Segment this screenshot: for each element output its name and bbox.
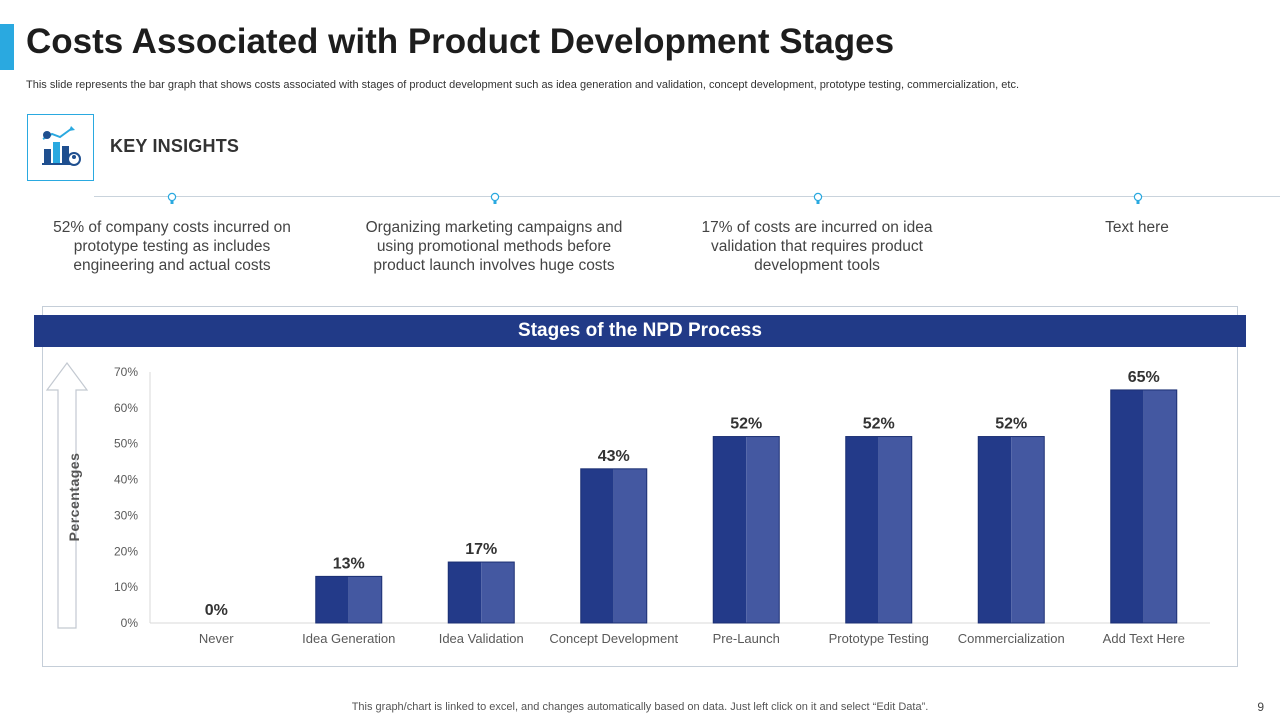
insight-text: Text here (1105, 219, 1169, 236)
x-tick-label: Never (199, 631, 234, 646)
bar (315, 575, 383, 624)
bar-left-face (580, 468, 614, 623)
title-accent-bar (0, 24, 14, 70)
y-tick-label: 70% (114, 365, 138, 379)
bar-right-face (1143, 389, 1177, 623)
lightbulb-icon (490, 192, 500, 204)
data-label: 52% (730, 416, 762, 433)
x-tick-label: Add Text Here (1103, 631, 1185, 646)
bar-outline (1110, 389, 1178, 624)
bar-left-face (845, 436, 879, 623)
y-tick-label: 20% (114, 544, 138, 558)
chart-title: Stages of the NPD Process (34, 315, 1246, 347)
x-tick-label: Commercialization (958, 631, 1065, 646)
page-subtitle: This slide represents the bar graph that… (26, 79, 1020, 91)
data-label: 13% (333, 555, 365, 572)
bar-right-face (878, 436, 912, 623)
bar-left-face (1110, 389, 1144, 623)
arrow-up-icon (45, 361, 89, 629)
bar (977, 436, 1045, 624)
bar (580, 468, 648, 624)
bar (1110, 389, 1178, 624)
chart-frame (42, 306, 1238, 667)
data-label: 0% (205, 602, 228, 619)
bar (845, 436, 913, 624)
insight-text: 52% of company costs incurred on prototy… (53, 219, 291, 274)
insight-text: Organizing marketing campaigns and using… (365, 219, 623, 274)
y-tick-label: 40% (114, 473, 138, 487)
page-number: 9 (1257, 700, 1264, 714)
data-label: 52% (995, 416, 1027, 433)
y-tick-label: 30% (114, 508, 138, 522)
bar-outline (977, 436, 1045, 624)
insights-title: KEY INSIGHTS (110, 136, 240, 156)
lightbulb-icon (1133, 192, 1143, 204)
bar-left-face (978, 436, 1012, 623)
bar (447, 561, 515, 624)
y-tick-label: 60% (114, 401, 138, 415)
bar-outline (315, 575, 383, 624)
x-tick-label: Concept Development (549, 631, 678, 646)
bar-outline (712, 436, 780, 624)
insight-text: 17% of costs are incurred on idea valida… (701, 219, 933, 274)
insights-timeline (94, 196, 1280, 197)
data-label: 43% (598, 448, 630, 465)
bar-left-face (448, 562, 482, 623)
bar-right-face (746, 436, 780, 623)
x-tick-label: Idea Validation (439, 631, 524, 646)
chart-analytics-icon (42, 126, 81, 166)
bar-outline (845, 436, 913, 624)
data-label: 17% (465, 541, 497, 558)
bar-outline (580, 468, 648, 624)
x-tick-label: Pre-Launch (713, 631, 780, 646)
lightbulb-icon (813, 192, 823, 204)
bar-right-face (481, 562, 515, 623)
data-label: 52% (863, 416, 895, 433)
bar-left-face (315, 576, 349, 623)
bar-outline (447, 561, 515, 624)
bar-right-face (348, 576, 382, 623)
lightbulb-icon (167, 192, 177, 204)
x-tick-label: Prototype Testing (829, 631, 929, 646)
x-tick-label: Idea Generation (302, 631, 395, 646)
insights-icon-box (27, 114, 94, 181)
y-tick-label: 50% (114, 437, 138, 451)
bar-right-face (1011, 436, 1045, 623)
bar (712, 436, 780, 624)
page-title: Costs Associated with Product Developmen… (26, 22, 895, 61)
data-label: 65% (1128, 369, 1160, 386)
footer-note: This graph/chart is linked to excel, and… (351, 701, 929, 713)
y-tick-label: 0% (121, 616, 139, 630)
bar-right-face (613, 468, 647, 623)
y-tick-label: 10% (114, 580, 138, 594)
bar-left-face (713, 436, 747, 623)
